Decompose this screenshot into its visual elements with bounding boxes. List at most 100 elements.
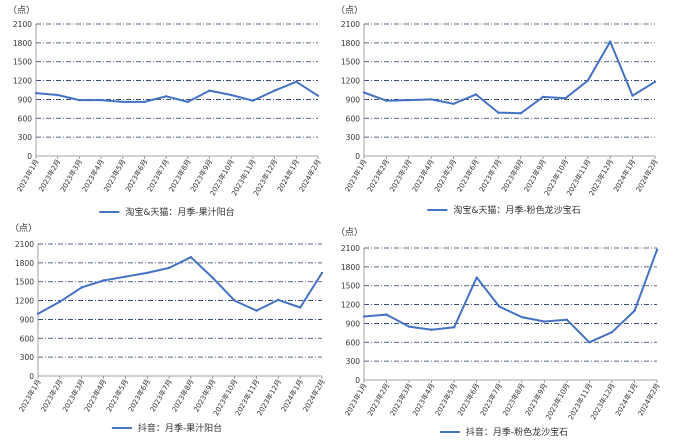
- x-tick-label: 2023年2月: [365, 382, 391, 418]
- data-point: [189, 256, 193, 259]
- x-tick-label: 2023年9月: [523, 382, 549, 418]
- y-tick-label: 1500: [341, 58, 360, 67]
- unit-label: （点）: [337, 227, 363, 238]
- x-tick-label: 2024年2月: [301, 378, 327, 414]
- line-chart: （点）030060090012001500180021002023年1月2023…: [336, 227, 662, 438]
- data-point: [298, 306, 302, 309]
- y-tick-label: 0: [27, 152, 32, 161]
- y-tick-label: 600: [346, 338, 361, 347]
- y-tick-label: 600: [20, 334, 35, 343]
- data-point: [164, 95, 168, 98]
- x-tick-label: 2023年6月: [123, 158, 149, 194]
- data-point: [58, 300, 62, 304]
- x-tick-label: 2023年2月: [39, 378, 65, 414]
- data-point: [211, 276, 214, 280]
- x-tick-label: 2023年4月: [80, 158, 106, 194]
- y-tick-label: 1800: [341, 39, 360, 48]
- x-tick-label: 2024年1月: [613, 382, 639, 418]
- unit-label: （点）: [10, 223, 37, 234]
- x-tick-label: 2024年1月: [611, 158, 637, 194]
- x-tick-label: 2023年8月: [167, 158, 193, 194]
- x-tick-label: 2023年7月: [477, 158, 503, 194]
- x-tick-label: 2023年3月: [388, 158, 414, 194]
- data-point: [385, 313, 388, 316]
- series-line: [363, 249, 658, 344]
- data-point: [56, 93, 59, 97]
- x-tick-label: 2023年5月: [102, 158, 128, 194]
- unit-label: （点）: [8, 5, 35, 16]
- x-tick-label: 2023年9月: [522, 158, 548, 194]
- x-tick-label: 2023年8月: [501, 382, 527, 418]
- y-tick-label: 1200: [13, 77, 32, 86]
- data-point: [519, 112, 522, 115]
- x-tick-label: 2023年6月: [455, 382, 481, 418]
- x-tick-label: 2023年1月: [343, 158, 369, 194]
- data-point: [102, 279, 105, 282]
- y-tick-label: 2100: [13, 20, 32, 29]
- data-point: [186, 100, 190, 104]
- data-point: [36, 312, 40, 315]
- y-tick-label: 2100: [341, 244, 360, 253]
- chart-panel-douyin-pink-ronsard: （点） 0 300 600 900 1200 1500 1800 2100 2023年1月 2023…: [336, 222, 673, 443]
- data-point: [121, 100, 124, 104]
- legend-label: 淘宝&天猫：月季-粉色龙沙宝石: [453, 204, 580, 216]
- data-point: [385, 99, 388, 102]
- y-tick-label: 1800: [15, 259, 34, 268]
- y-tick-label: 900: [20, 315, 35, 324]
- line-chart: （点）030060090012001500180021002023年1月2023…: [10, 223, 327, 434]
- y-tick-label: 900: [346, 319, 361, 328]
- data-point: [362, 91, 366, 94]
- data-point: [407, 325, 411, 328]
- data-point: [233, 299, 236, 302]
- data-point: [498, 305, 501, 308]
- y-tick-label: 1800: [341, 263, 360, 272]
- y-tick-label: 1500: [15, 278, 34, 287]
- data-point: [362, 315, 366, 318]
- x-tick-label: 2023年3月: [388, 382, 414, 418]
- y-tick-label: 600: [18, 114, 33, 123]
- x-tick-label: 2023年2月: [365, 158, 391, 194]
- series-line: [37, 256, 323, 315]
- legend-label: 抖音：月季-粉色龙沙宝石: [466, 426, 568, 438]
- data-point: [541, 95, 545, 99]
- x-tick-label: 2023年4月: [82, 378, 108, 414]
- data-point: [586, 79, 590, 82]
- data-point: [208, 89, 211, 92]
- data-point: [543, 320, 546, 323]
- x-tick-label: 2024年2月: [634, 158, 660, 194]
- x-tick-label: 2023年3月: [60, 378, 86, 414]
- y-tick-label: 1200: [341, 77, 360, 86]
- data-point: [474, 93, 478, 96]
- x-tick-label: 2023年4月: [410, 382, 436, 418]
- x-tick-label: 2023年9月: [192, 378, 218, 414]
- line-chart: （点）030060090012001500180021002023年1月2023…: [8, 5, 323, 218]
- legend-label: 淘宝&天猫：月季-果汁阳台: [125, 206, 234, 218]
- x-tick-label: 2023年9月: [188, 158, 214, 194]
- data-point: [653, 80, 657, 84]
- data-point: [497, 111, 500, 114]
- line-chart: （点）030060090012001500180021002023年1月2023…: [336, 5, 660, 216]
- data-point: [273, 89, 276, 92]
- data-point: [633, 309, 636, 313]
- y-tick-label: 600: [346, 114, 361, 123]
- data-point: [80, 286, 83, 289]
- y-tick-label: 300: [346, 357, 361, 366]
- data-point: [255, 309, 258, 312]
- x-tick-label: 2023年7月: [145, 158, 171, 194]
- data-point: [34, 91, 38, 95]
- chart-panel-douyin-juice-balcony: （点） 0 300 600 900 1200 1500 1800 2100 2023年1月 2023…: [0, 222, 336, 443]
- y-tick-label: 1200: [341, 301, 360, 310]
- x-tick-label: 2023年5月: [432, 158, 458, 194]
- y-tick-label: 1200: [15, 297, 34, 306]
- x-tick-label: 2023年5月: [433, 382, 459, 418]
- y-tick-label: 300: [20, 353, 35, 362]
- data-point: [588, 341, 591, 344]
- x-tick-label: 2023年2月: [36, 158, 62, 194]
- data-point: [610, 331, 614, 334]
- legend-label: 抖音：月季-果汁阳台: [138, 422, 222, 434]
- x-tick-label: 2023年8月: [499, 158, 525, 194]
- y-tick-label: 0: [355, 152, 360, 161]
- y-tick-label: 300: [346, 133, 361, 142]
- data-point: [631, 94, 634, 97]
- y-tick-label: 2100: [15, 240, 34, 249]
